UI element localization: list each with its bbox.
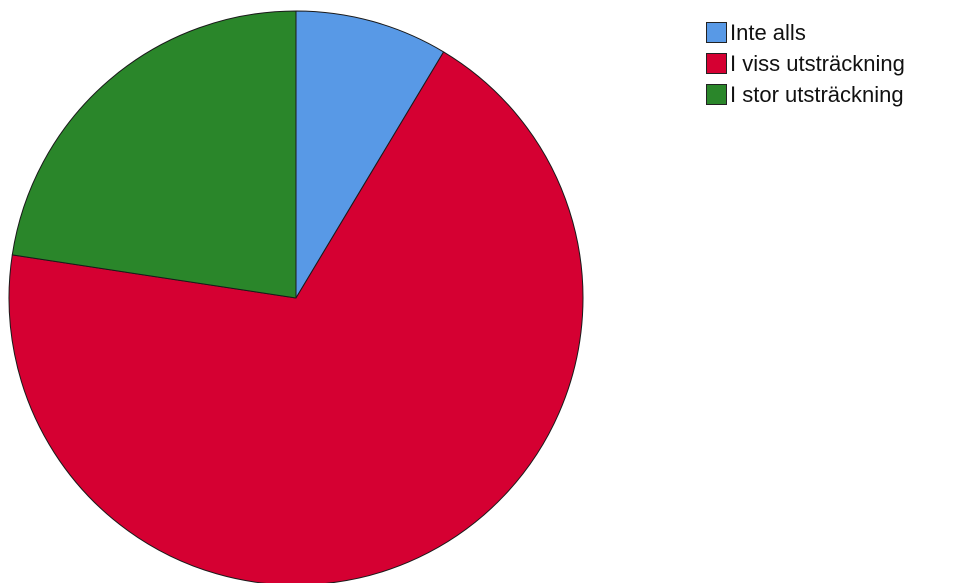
legend-item-i-viss-utstrackning: I viss utsträckning bbox=[706, 48, 956, 79]
pie-slice-inte-alls bbox=[295, 10, 445, 299]
legend-label: I stor utsträckning bbox=[730, 81, 904, 107]
legend: Inte alls I viss utsträckning I stor uts… bbox=[706, 17, 956, 110]
legend-swatch bbox=[706, 53, 727, 74]
pie-chart bbox=[8, 10, 584, 583]
legend-label: Inte alls bbox=[730, 19, 806, 45]
legend-swatch bbox=[706, 22, 727, 43]
legend-swatch bbox=[706, 84, 727, 105]
legend-label: I viss utsträckning bbox=[730, 50, 905, 76]
pie-slice-i-viss-utstr-ckning bbox=[8, 51, 584, 583]
pie-slice-i-stor-utstr-ckning bbox=[11, 10, 297, 299]
legend-item-inte-alls: Inte alls bbox=[706, 17, 956, 48]
legend-item-i-stor-utstrackning: I stor utsträckning bbox=[706, 79, 956, 110]
